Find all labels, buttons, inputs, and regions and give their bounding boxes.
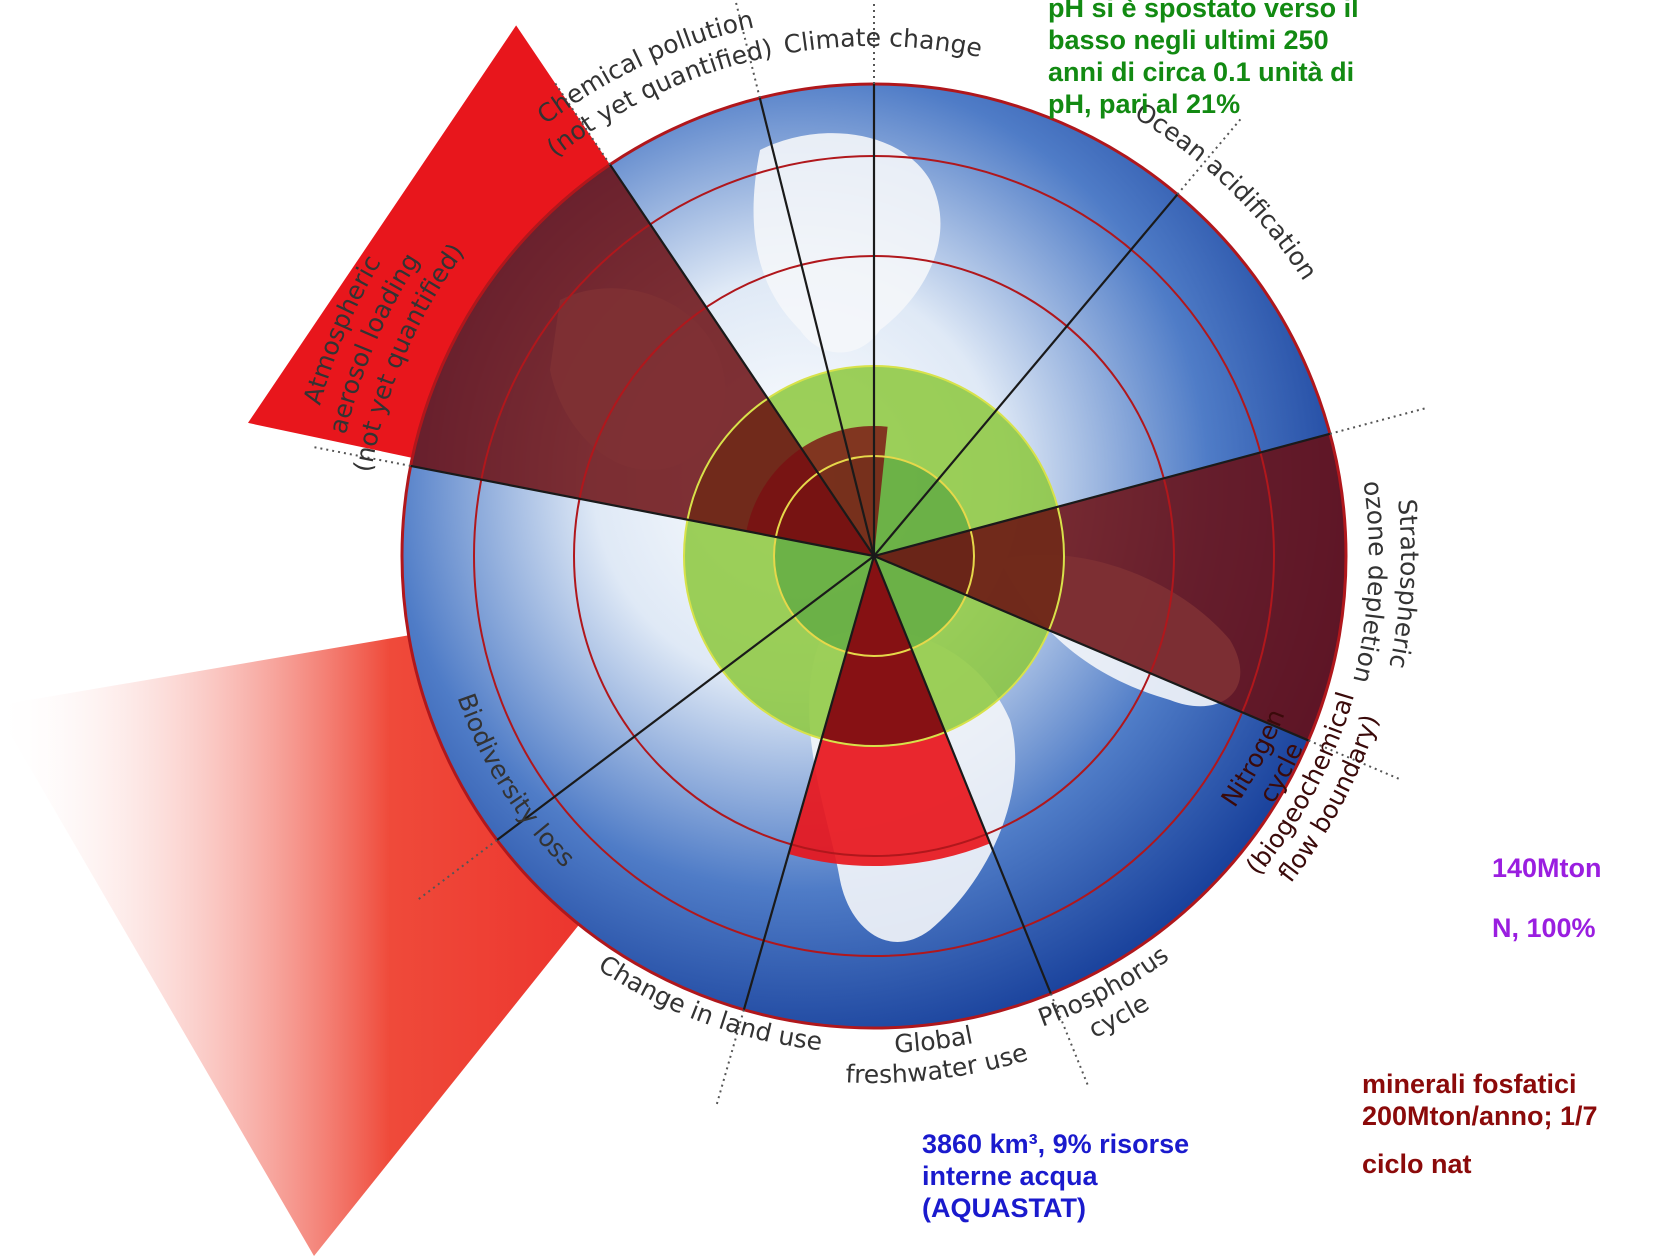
sector-divider-dotted xyxy=(1049,993,1090,1087)
phosphorus-note-3: ciclo nat xyxy=(1362,1149,1472,1179)
segment-label-climate: Climate change xyxy=(782,23,985,63)
climate-change-core xyxy=(821,556,946,746)
freshwater-note-line: (AQUASTAT) xyxy=(922,1193,1086,1223)
freshwater-note-line: 3860 km³, 9% risorse xyxy=(922,1129,1190,1159)
ocean-note-line: pH si è spostato verso il xyxy=(1048,0,1359,23)
sector-divider-dotted xyxy=(715,1009,745,1107)
sector-divider xyxy=(872,555,1052,995)
segment-label-ozone: ozone depletion xyxy=(1347,479,1392,686)
sector-divider xyxy=(742,555,876,1011)
biodiversity-loss-wedge xyxy=(874,433,1346,741)
sector-divider-dotted xyxy=(1308,739,1401,781)
freshwater-note: 3860 km³, 9% risorse interne acqua (AQUA… xyxy=(922,1128,1189,1224)
landmass xyxy=(753,133,941,353)
sector-divider-dotted xyxy=(553,81,611,166)
ocean-note-line: basso negli ultimi 250 xyxy=(1048,25,1329,55)
nitrogen-note-2: N, 100% xyxy=(1492,913,1596,943)
sector-divider xyxy=(873,193,1179,557)
phosphorus-note-2: 200Mton/anno; 1/7 xyxy=(1362,1101,1598,1131)
phosphorus-note-1: minerali fosfatici xyxy=(1362,1069,1577,1099)
sector-divider-dotted xyxy=(1329,406,1427,435)
ocean-note-line: pH, pari al 21% xyxy=(1048,89,1241,119)
sector-divider xyxy=(873,554,1309,742)
sector-divider xyxy=(496,555,875,841)
nitrogen-cycle-wedge xyxy=(410,164,874,556)
ocean-note-line: anni di circa 0.1 unità di xyxy=(1048,57,1355,87)
sector-divider-dotted xyxy=(312,445,411,467)
nitrogen-note-1: 140Mton xyxy=(1492,853,1602,883)
sector-divider xyxy=(873,432,1331,558)
ocean-acidification-note: pH si è spostato verso il basso negli ul… xyxy=(1048,0,1359,120)
freshwater-note-line: interne acqua xyxy=(922,1161,1098,1191)
sector-divider xyxy=(410,464,875,558)
sector-divider xyxy=(609,164,875,557)
sector-divider xyxy=(758,97,876,557)
